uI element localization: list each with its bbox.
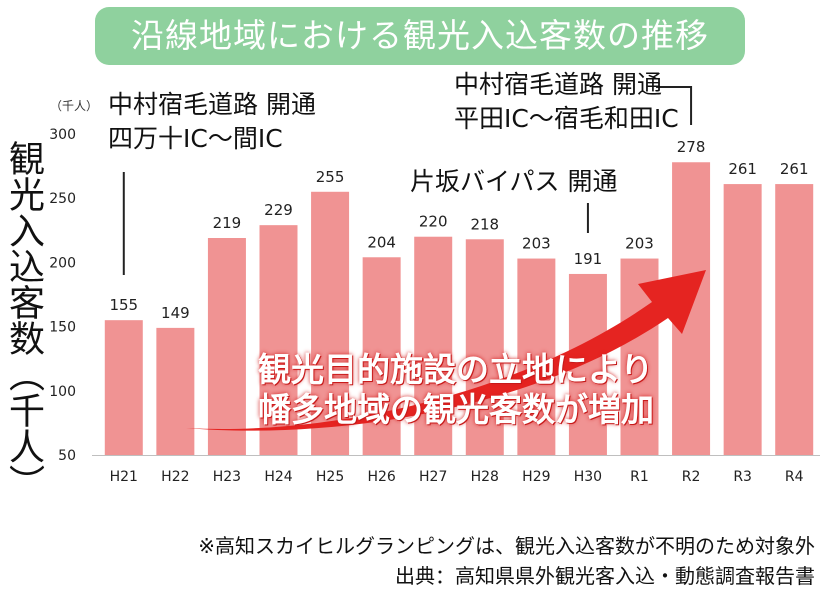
bar-H23 — [207, 238, 246, 455]
bar-R4 — [775, 184, 814, 456]
value-label-H28: 218 — [470, 215, 499, 233]
annotation-h21-line1: 中村宿毛道路 開通 — [108, 90, 316, 119]
annotation-r2: 中村宿毛道路 開通 平田IC～宿毛和田IC — [454, 68, 679, 136]
category-label-H30: H30 — [574, 469, 602, 485]
value-label-R3: 261 — [728, 160, 757, 178]
annotation-h30: 片坂バイパス 開通 — [410, 165, 617, 199]
value-label-R2: 278 — [677, 138, 706, 156]
category-label-H28: H28 — [471, 469, 499, 485]
bar-H29 — [517, 258, 556, 455]
value-label-H26: 204 — [367, 233, 396, 251]
annotation-h21-line2: 四万十IC～間IC — [108, 124, 283, 153]
bar-R3 — [723, 184, 762, 456]
category-label-H22: H22 — [161, 469, 189, 485]
category-label-H25: H25 — [316, 469, 344, 485]
value-label-H30: 191 — [574, 250, 603, 268]
annotation-h21: 中村宿毛道路 開通 四万十IC～間IC — [108, 88, 316, 156]
value-label-R4: 261 — [780, 160, 809, 178]
y-tick-label: 300 — [49, 127, 76, 143]
bar-H22 — [156, 327, 195, 455]
value-label-R1: 203 — [625, 235, 654, 253]
arrow-caption-line2: 幡多地域の観光客数が増加 — [258, 390, 654, 429]
bar-H24 — [259, 225, 298, 455]
category-label-H23: H23 — [213, 469, 241, 485]
y-axis-unit: （千人） — [50, 99, 99, 113]
annotation-r2-line1: 中村宿毛道路 開通 — [454, 70, 662, 99]
value-label-H27: 220 — [419, 213, 448, 231]
chart-title: 沿線地域における観光入込客数の推移 — [131, 16, 709, 55]
y-tick-label: 100 — [49, 384, 76, 400]
value-label-H25: 255 — [316, 168, 345, 186]
annotation-h30-line1: 片坂バイパス 開通 — [410, 167, 618, 196]
category-label-R3: R3 — [733, 469, 752, 485]
annotation-r2-line2: 平田IC～宿毛和田IC — [454, 104, 679, 133]
y-tick-label: 50 — [58, 448, 76, 464]
title-banner — [95, 7, 745, 65]
arrow-caption-line1: 観光目的施設の立地により — [258, 350, 654, 389]
bar-H27 — [414, 236, 453, 455]
y-tick-label: 150 — [49, 320, 76, 336]
bar-H25 — [311, 191, 350, 455]
category-label-H27: H27 — [419, 469, 447, 485]
y-tick-label: 250 — [49, 191, 76, 207]
trend-arrow — [186, 270, 706, 431]
bar-H28 — [465, 239, 504, 455]
value-label-H22: 149 — [161, 304, 190, 322]
category-label-H29: H29 — [522, 469, 550, 485]
leader-line-r2 — [656, 86, 693, 125]
value-label-H29: 203 — [522, 235, 551, 253]
value-label-H21: 155 — [109, 296, 138, 314]
category-label-R4: R4 — [785, 469, 804, 485]
footnote: ※高知スカイヒルグランピングは、観光入込客数が不明のため対象外 — [198, 534, 815, 558]
category-label-R1: R1 — [630, 469, 649, 485]
value-label-H23: 219 — [213, 214, 242, 232]
category-label-H26: H26 — [367, 469, 395, 485]
category-label-H24: H24 — [264, 469, 292, 485]
bar-H21 — [104, 320, 143, 455]
category-label-R2: R2 — [682, 469, 701, 485]
category-label-H21: H21 — [110, 469, 138, 485]
value-label-H24: 229 — [264, 201, 293, 219]
source-note: 出典：高知県県外観光客入込・動態調査報告書 — [395, 564, 815, 588]
y-tick-label: 200 — [49, 255, 76, 271]
y-axis-label: 観光入込客数（千人） — [3, 140, 44, 500]
